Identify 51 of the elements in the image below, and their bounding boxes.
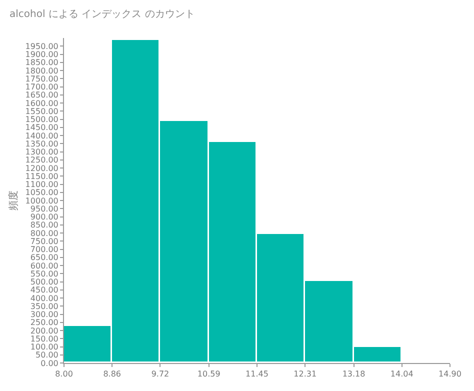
x-tick-label: 8.86 (103, 370, 122, 379)
y-tick-label: 1850.00 (25, 58, 58, 68)
y-tick-label: 1100.00 (25, 180, 58, 190)
y-tick-label: 350.00 (30, 302, 58, 311)
y-tick-label: 1950.00 (25, 42, 58, 51)
y-tick-label: 450.00 (30, 286, 58, 295)
y-tick-label: 500.00 (30, 278, 58, 287)
y-tick-label: 150.00 (30, 334, 58, 344)
y-tick-label: 1550.00 (25, 106, 58, 116)
y-tick-label: 1050.00 (25, 188, 58, 198)
x-tick-label: 14.04 (390, 370, 414, 379)
y-tick-label: 100.00 (30, 342, 58, 352)
y-tick-label: 1450.00 (25, 123, 58, 132)
x-tick-label: 11.45 (246, 370, 268, 379)
y-tick-label: 650.00 (30, 253, 58, 262)
y-tick-label: 1900.00 (25, 50, 58, 60)
x-tick-label: 14.90 (438, 370, 462, 379)
y-tick-label: 1150.00 (25, 172, 58, 181)
y-tick-label: 1250.00 (25, 156, 58, 165)
y-tick-label: 1350.00 (25, 139, 58, 148)
y-tick-label: 200.00 (30, 326, 58, 336)
y-tick-label: 550.00 (30, 269, 58, 278)
x-tick-label: 8.00 (55, 370, 73, 379)
y-tick-label: 1650.00 (25, 90, 58, 100)
y-tick-label: 1200.00 (25, 164, 58, 173)
y-tick-label: 750.00 (30, 236, 58, 246)
y-tick-label: 0.00 (40, 358, 58, 368)
x-tick-label: 12.31 (294, 370, 317, 379)
y-tick-label: 1700.00 (25, 82, 58, 92)
y-tick-label: 1300.00 (25, 148, 58, 157)
y-tick-label: 250.00 (30, 318, 58, 328)
y-tick-label: 1600.00 (25, 98, 58, 108)
y-tick-label: 300.00 (30, 310, 58, 320)
y-tick-label: 600.00 (30, 261, 58, 270)
x-tick-label: 13.18 (342, 370, 366, 379)
chart-title: alcohol による インデックス のカウント (9, 8, 195, 20)
y-tick-label: 1500.00 (25, 115, 58, 124)
y-tick-label: 1000.00 (25, 196, 58, 206)
y-tick-label: 400.00 (30, 294, 58, 303)
x-tick-label: 9.72 (151, 370, 170, 379)
y-tick-label: 950.00 (30, 204, 58, 214)
y-tick-label: 800.00 (30, 228, 58, 238)
y-tick-label: 1750.00 (25, 74, 58, 84)
y-tick-label: 50.00 (35, 350, 58, 360)
y-axis-title: 頻度 (7, 190, 20, 210)
y-tick-label: 1400.00 (25, 131, 58, 140)
x-tick-label: 10.59 (197, 370, 220, 379)
y-tick-label: 900.00 (30, 212, 58, 222)
y-tick-label: 700.00 (30, 245, 58, 254)
y-tick-label: 1800.00 (25, 66, 58, 76)
y-tick-label: 850.00 (30, 220, 58, 230)
